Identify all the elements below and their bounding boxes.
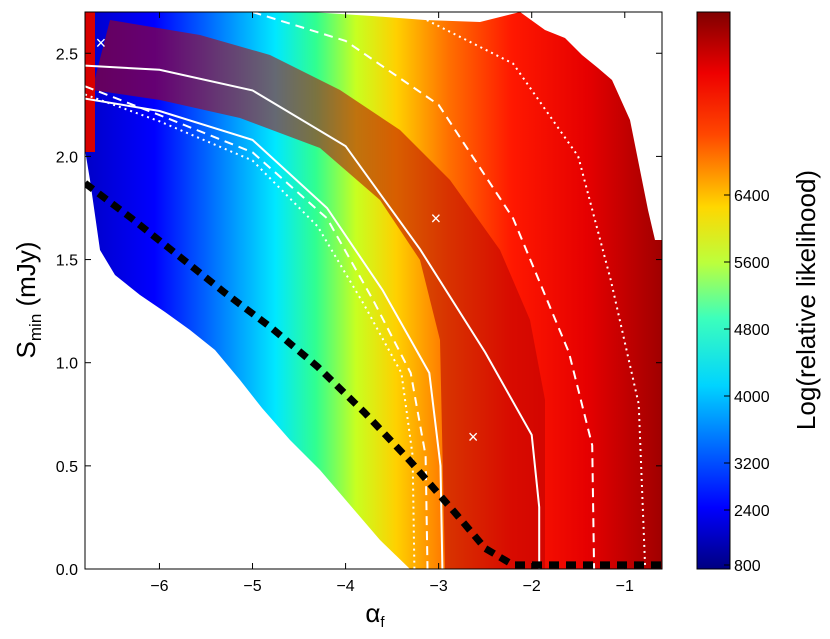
contour-line-2 — [252, 12, 596, 569]
x-tick-label: −5 — [243, 578, 261, 595]
contour-layer — [85, 12, 647, 569]
heatmap-top-edge-fill — [85, 12, 95, 152]
x-tick-label: −4 — [336, 578, 354, 595]
y-axis-title-subscript: min — [26, 314, 45, 341]
x-axis-title-subscript: f — [380, 614, 385, 631]
x-axis: −6 −5 −4 −3 −2 −1 — [150, 12, 634, 595]
contour-line-6 — [85, 93, 416, 569]
y-tick-label: 0.0 — [56, 562, 78, 579]
colorbar-label: Log(relative likelihood) — [791, 170, 821, 430]
colorbar-tick-label: 5600 — [734, 255, 770, 272]
plot-frame — [84, 11, 663, 570]
y-tick-label: 2.0 — [56, 149, 78, 166]
boundary-curve — [85, 180, 662, 569]
x-tick-label: −2 — [523, 578, 541, 595]
colorbar-tick-label: 800 — [734, 558, 761, 575]
colorbar-ticks: 800 2400 3200 4000 4800 5600 6400 — [724, 188, 770, 575]
contour-line-5 — [85, 85, 429, 569]
colorbar-tick-label: 3200 — [734, 456, 770, 473]
boundary-curve-layer — [85, 180, 662, 569]
y-tick-label: 1.0 — [56, 356, 78, 373]
x-axis-title: αf — [365, 598, 385, 631]
y-axis: 0.0 0.5 1.0 1.5 2.0 2.5 — [56, 46, 662, 579]
contour-line-3 — [410, 12, 647, 569]
colorbar-tick-label: 2400 — [734, 503, 770, 520]
marker-x-2: × — [431, 208, 442, 228]
colorbar — [696, 11, 731, 570]
marker-x-3: × — [468, 427, 479, 447]
marker-layer: × × × — [96, 33, 479, 447]
x-tick-label: −6 — [150, 578, 168, 595]
contour-line-1 — [85, 64, 541, 569]
x-tick-label: −3 — [430, 578, 448, 595]
y-axis-title: Smin (mJy) — [11, 242, 45, 359]
x-tick-label: −1 — [616, 578, 634, 595]
colorbar-tick-label: 6400 — [734, 188, 770, 205]
y-tick-label: 0.5 — [56, 459, 78, 476]
x-axis-title-main: α — [365, 598, 380, 628]
y-axis-title-main: S — [11, 341, 41, 358]
colorbar-tick-label: 4800 — [734, 322, 770, 339]
y-tick-label: 1.5 — [56, 253, 78, 270]
y-axis-title-unit: (mJy) — [11, 242, 41, 314]
marker-x-1: × — [96, 33, 107, 53]
y-tick-label: 2.5 — [56, 46, 78, 63]
colorbar-tick-label: 4000 — [734, 389, 770, 406]
contour-line-4 — [85, 97, 444, 569]
